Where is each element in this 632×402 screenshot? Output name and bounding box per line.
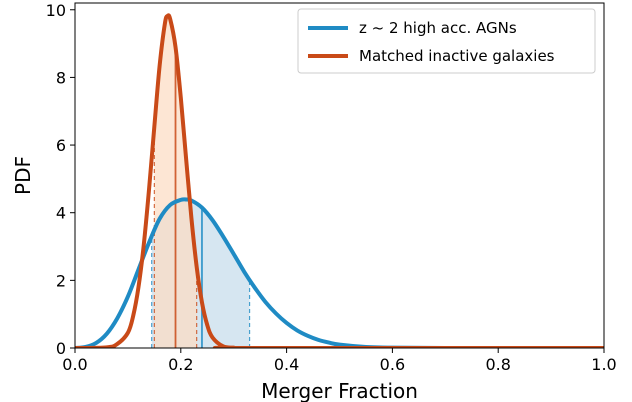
- x-tick-label: 0.8: [485, 355, 510, 374]
- y-tick-label: 2: [56, 271, 66, 290]
- y-tick-label: 8: [56, 68, 66, 87]
- x-axis-label: Merger Fraction: [261, 379, 418, 402]
- x-tick-label: 0.0: [62, 355, 87, 374]
- legend-label-agn: z ~ 2 high acc. AGNs: [359, 19, 517, 37]
- y-tick-label: 10: [46, 1, 66, 20]
- series-line-agn: [75, 197, 604, 348]
- x-tick-label: 0.2: [168, 355, 193, 374]
- legend: z ~ 2 high acc. AGNs Matched inactive ga…: [297, 8, 596, 74]
- x-tick-label: 1.0: [591, 355, 616, 374]
- legend-box: [297, 8, 596, 74]
- plot-frame: [74, 2, 605, 349]
- y-axis-label: PDF: [11, 156, 35, 195]
- y-tick-label: 6: [56, 136, 66, 155]
- series-line-inactive: [75, 13, 604, 348]
- legend-label-inactive: Matched inactive galaxies: [359, 47, 555, 65]
- x-tick-label: 0.6: [380, 355, 405, 374]
- x-tick-label: 0.4: [274, 355, 299, 374]
- y-tick-label: 4: [56, 204, 66, 223]
- y-tick-label: 0: [56, 339, 66, 358]
